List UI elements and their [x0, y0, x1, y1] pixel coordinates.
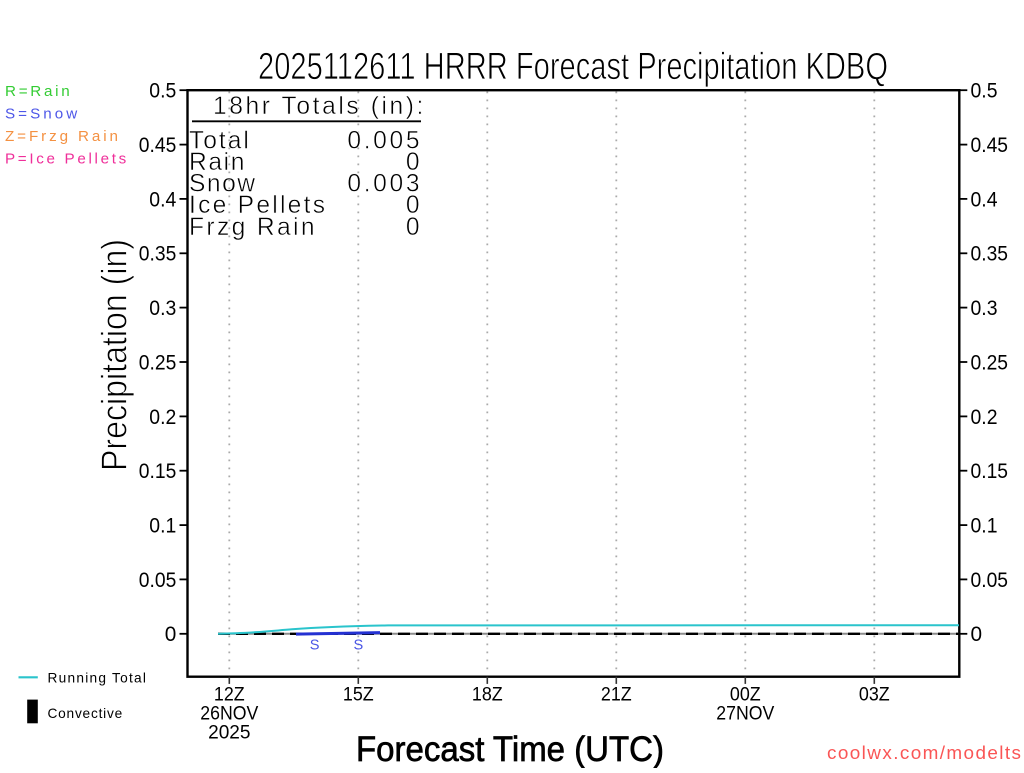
svg-text:0.1: 0.1: [149, 515, 176, 538]
svg-text:0.15: 0.15: [971, 460, 1009, 483]
svg-text:00Z: 00Z: [730, 684, 761, 706]
svg-text:2025: 2025: [208, 722, 250, 744]
svg-text:0.35: 0.35: [139, 243, 177, 266]
svg-text:S=Snow: S=Snow: [5, 105, 77, 122]
svg-text:Total: Total: [189, 127, 249, 154]
svg-text:P=Ice Pellets: P=Ice Pellets: [5, 150, 127, 167]
svg-text:21Z: 21Z: [601, 684, 632, 706]
svg-text:0.2: 0.2: [971, 406, 998, 429]
svg-text:0.3: 0.3: [971, 297, 998, 320]
svg-text:18Z: 18Z: [472, 684, 503, 706]
svg-text:15Z: 15Z: [343, 684, 374, 706]
svg-text:Snow: Snow: [189, 171, 255, 198]
svg-text:0.005: 0.005: [347, 127, 419, 154]
svg-text:S: S: [354, 638, 364, 654]
svg-text:0.4: 0.4: [971, 188, 998, 211]
svg-text:0.3: 0.3: [149, 297, 176, 320]
svg-text:0: 0: [406, 192, 420, 219]
svg-text:18hr Totals (in):: 18hr Totals (in):: [213, 93, 423, 120]
svg-text:12Z: 12Z: [214, 684, 245, 706]
svg-text:0.25: 0.25: [971, 351, 1009, 374]
svg-text:0: 0: [406, 214, 420, 241]
svg-text:0.05: 0.05: [971, 569, 1009, 592]
svg-text:coolwx.com/modelts: coolwx.com/modelts: [827, 743, 1021, 764]
svg-text:S: S: [310, 638, 320, 654]
svg-text:0.5: 0.5: [971, 80, 998, 103]
svg-text:0.1: 0.1: [971, 515, 998, 538]
svg-text:03Z: 03Z: [859, 684, 890, 706]
svg-text:0.25: 0.25: [139, 351, 177, 374]
svg-text:0: 0: [165, 623, 177, 646]
svg-text:0.5: 0.5: [149, 80, 176, 103]
svg-text:Running Total: Running Total: [48, 670, 146, 685]
svg-text:Precipitation (in): Precipitation (in): [94, 239, 135, 471]
svg-text:0.45: 0.45: [139, 134, 177, 157]
svg-text:2025112611 HRRR Forecast Preci: 2025112611 HRRR Forecast Precipitation K…: [258, 46, 888, 88]
svg-text:0.05: 0.05: [139, 569, 177, 592]
svg-text:Rain: Rain: [189, 149, 244, 176]
svg-text:0.003: 0.003: [347, 171, 419, 198]
svg-text:R=Rain: R=Rain: [5, 83, 70, 100]
svg-text:Forecast Time (UTC): Forecast Time (UTC): [356, 730, 664, 768]
svg-text:27NOV: 27NOV: [716, 703, 774, 725]
svg-text:0.4: 0.4: [149, 188, 176, 211]
svg-text:Z=Frzg Rain: Z=Frzg Rain: [5, 128, 118, 145]
svg-text:0.2: 0.2: [149, 406, 176, 429]
svg-text:Frzg Rain: Frzg Rain: [189, 214, 315, 241]
svg-text:Convective: Convective: [48, 706, 123, 721]
svg-text:0: 0: [971, 623, 983, 646]
svg-text:0.45: 0.45: [971, 134, 1009, 157]
svg-text:0.35: 0.35: [971, 243, 1009, 266]
svg-text:0: 0: [406, 149, 420, 176]
svg-text:26NOV: 26NOV: [200, 703, 258, 725]
svg-text:0.15: 0.15: [139, 460, 177, 483]
